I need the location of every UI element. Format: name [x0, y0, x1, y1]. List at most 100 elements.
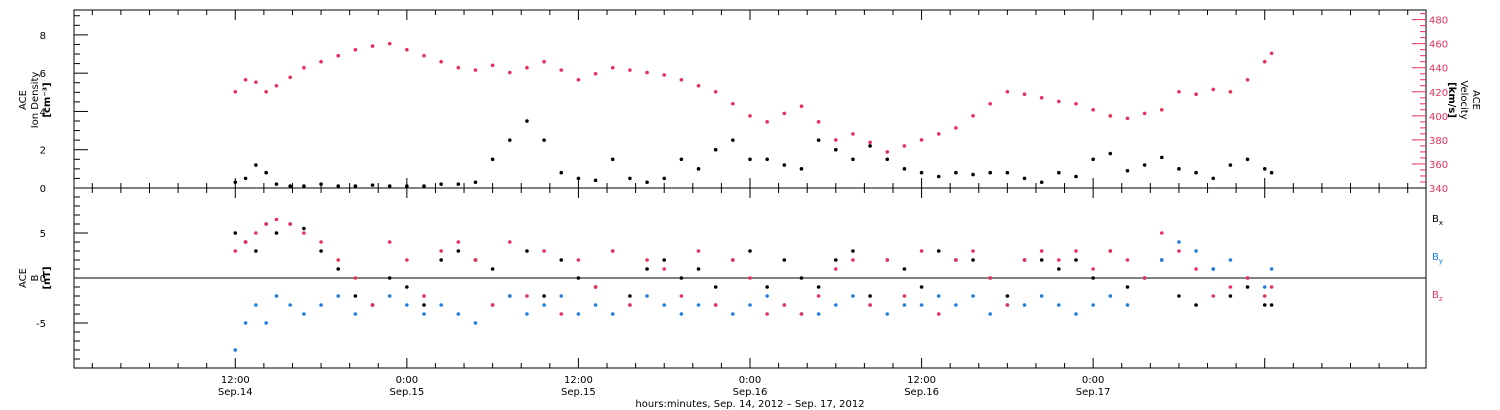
bottom-data-point	[696, 267, 701, 271]
top-data-point	[988, 102, 993, 106]
bottom-data-point	[542, 294, 546, 298]
bottom-data-point	[1005, 303, 1010, 307]
top-data-point	[748, 114, 752, 118]
top-data-point	[1057, 99, 1061, 104]
bottom-data-point	[1262, 303, 1267, 307]
bottom-data-point	[936, 312, 941, 316]
top-data-point	[662, 176, 667, 181]
top-data-point	[1142, 111, 1147, 116]
top-data-point	[1194, 92, 1198, 96]
bottom-data-point	[302, 231, 306, 235]
top-data-point	[782, 111, 787, 116]
bottom-data-point	[1228, 294, 1233, 298]
legend-entry: Bz	[1432, 290, 1443, 303]
bottom-data-point	[576, 258, 581, 262]
bottom-data-point	[593, 303, 598, 307]
top-left-tick-label: 6	[40, 69, 46, 80]
top-data-point	[1211, 87, 1216, 92]
bottom-data-point	[490, 303, 495, 307]
top-data-point	[1159, 108, 1164, 112]
bottom-data-point	[919, 303, 924, 307]
top-data-point	[1039, 95, 1044, 100]
bottom-data-point	[302, 226, 306, 231]
top-data-point	[1091, 157, 1095, 162]
top-data-point	[885, 157, 890, 162]
top-right-tick-label: 340	[1429, 184, 1448, 195]
legend-entry-main: B	[1432, 214, 1439, 225]
bottom-data-point	[628, 303, 632, 307]
top-data-point	[319, 182, 323, 186]
top-right-tick-label: 400	[1429, 112, 1448, 123]
bottom-data-point	[507, 240, 512, 244]
bottom-data-point	[645, 267, 649, 271]
top-data-point	[868, 140, 872, 145]
bottom-data-point	[782, 303, 787, 307]
x-tick-label-date: Sep.16	[904, 387, 939, 398]
top-data-point	[233, 180, 238, 185]
bottom-data-point	[405, 258, 409, 262]
top-data-point	[936, 132, 941, 136]
bottom-data-point	[799, 312, 804, 316]
top-data-point	[405, 47, 409, 52]
top-data-point	[1194, 170, 1198, 175]
bottom-data-point	[456, 249, 461, 253]
top-data-point	[851, 157, 855, 162]
bottom-data-point	[319, 303, 323, 307]
bottom-data-point	[731, 312, 735, 316]
top-data-point	[264, 89, 268, 94]
bottom-left-axis-label-line1: ACE	[18, 268, 29, 288]
bottom-data-point	[1228, 258, 1233, 262]
bottom-data-point	[319, 249, 323, 253]
bottom-data-point	[1057, 267, 1061, 271]
x-tick-label-time: 0:00	[396, 375, 418, 386]
top-data-point	[490, 157, 495, 162]
bottom-data-point	[559, 312, 564, 316]
bottom-data-point	[885, 258, 890, 262]
bottom-data-point	[243, 240, 248, 244]
bottom-data-point	[353, 312, 358, 316]
bottom-data-point	[473, 321, 478, 325]
top-data-point	[405, 184, 409, 188]
top-data-point	[525, 119, 529, 123]
bottom-data-point	[274, 217, 279, 222]
top-left-axis-label-line1: ACE	[18, 90, 29, 110]
bottom-data-point	[988, 276, 993, 280]
top-left-axis-label: ACE Ion Density [cm⁻³]	[18, 72, 53, 129]
bottom-data-point	[954, 258, 958, 262]
top-data-point	[576, 77, 581, 82]
top-right-axis-unit: [km/s]	[1446, 82, 1457, 118]
top-data-point	[731, 138, 735, 142]
top-data-point	[971, 114, 975, 118]
bottom-data-point	[1125, 303, 1130, 307]
top-data-point	[473, 180, 478, 185]
top-data-point	[336, 53, 341, 58]
top-data-point	[799, 104, 804, 109]
top-data-point	[885, 150, 890, 154]
bottom-data-point	[902, 267, 907, 271]
bottom-data-point	[782, 258, 787, 262]
top-data-point	[1022, 92, 1027, 96]
top-data-point	[902, 144, 907, 148]
x-axis-label: hours:minutes, Sep. 14, 2012 – Sep. 17, …	[635, 399, 864, 410]
legend-entry-sub: x	[1439, 219, 1443, 227]
bottom-data-point	[885, 312, 890, 316]
top-data-point	[919, 170, 924, 175]
top-data-point	[1262, 167, 1267, 171]
x-tick-label-date: Sep.15	[561, 387, 596, 398]
bottom-data-point	[422, 303, 426, 307]
bottom-data-point	[1022, 303, 1027, 307]
top-data-point	[233, 89, 238, 94]
bottom-data-point	[254, 303, 258, 307]
top-data-point	[1074, 174, 1078, 179]
bottom-data-point	[1091, 276, 1095, 280]
bottom-data-point	[851, 249, 855, 253]
top-data-point	[954, 170, 958, 175]
legend-entry: By	[1432, 252, 1443, 265]
top-right-axis-label-line2: Velocity	[1458, 80, 1469, 119]
top-left-tick-label: 4	[40, 107, 46, 118]
bottom-data-point	[731, 258, 735, 262]
top-data-point	[288, 75, 292, 80]
bottom-data-point	[816, 285, 821, 289]
x-tick-label-date: Sep.15	[389, 387, 424, 398]
